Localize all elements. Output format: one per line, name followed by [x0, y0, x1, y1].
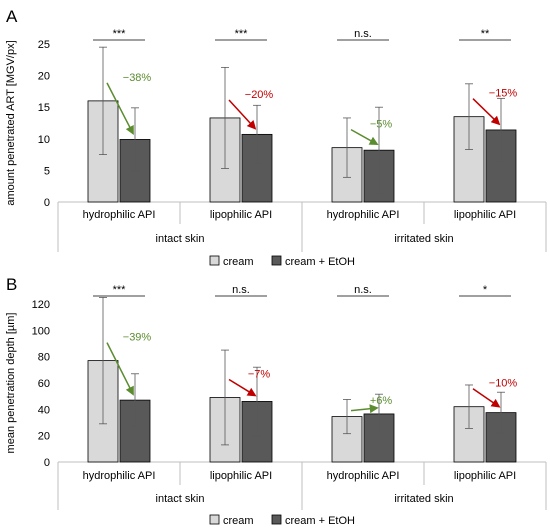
panel-a-group-label: intact skin [156, 233, 205, 245]
panel-b-ytick-label: 100 [32, 325, 50, 337]
panel-a-y-axis-label: amount penetrated ART [MGV/px] [5, 40, 17, 205]
panel-b-category-label: lipophilic API [454, 470, 516, 482]
panel-b-bar-cream [331, 416, 363, 463]
panel-b-ytick-label: 20 [38, 431, 50, 443]
panel-b-change-label: −39% [123, 332, 152, 344]
panel-a-change-arrow [106, 82, 134, 136]
panel-a-change-label: −20% [245, 89, 274, 101]
panel-b-group-label: intact skin [156, 493, 205, 505]
panel-b-chart: 0 20 40 60 80 100 120 mean penetration depth [µ… [5, 284, 547, 527]
panel-b-significance-label: * [483, 284, 488, 296]
panel-b-category-label: lipophilic API [210, 470, 272, 482]
panel-b-category-label: hydrophilic API [83, 470, 156, 482]
panel-a-change-arrow [350, 128, 379, 146]
panel-a-change-label: −5% [370, 119, 393, 131]
panel-a-legend-swatch [271, 255, 282, 266]
panel-a-change-label: −15% [489, 88, 518, 100]
panel-b-ytick-label: 0 [44, 457, 50, 469]
panel-b-change-label: −7% [248, 368, 271, 380]
panel-a-ytick-label: 15 [38, 102, 50, 114]
panel-b-change-arrow [228, 378, 257, 397]
panel-b-change-arrow [106, 342, 134, 396]
panel-a-legend-label: cream [223, 256, 254, 268]
panel-b-category-label: hydrophilic API [327, 470, 400, 482]
panel-b-change-arrow [350, 404, 379, 414]
panel-a-significance-label: n.s. [354, 28, 372, 40]
panel-a-change-arrow [228, 99, 257, 130]
panel-a-change-label: −38% [123, 72, 152, 84]
panel-a-ytick-label: 5 [44, 165, 50, 177]
panel-a-significance-label: ** [481, 28, 490, 40]
panel-a-ytick-label: 0 [44, 197, 50, 209]
panel-a-letter: A [6, 7, 18, 26]
panel-a-category-label: lipophilic API [454, 209, 516, 221]
panel-a-category-label: hydrophilic API [83, 209, 156, 221]
panel-b-change-arrow [472, 388, 501, 408]
panel-a-ytick-label: 20 [38, 71, 50, 83]
panel-a-category-label: hydrophilic API [327, 209, 400, 221]
panel-b-significance-label: *** [113, 284, 127, 296]
panel-a-legend-swatch [209, 255, 220, 266]
panel-a-significance-label: *** [235, 28, 249, 40]
panel-b-legend-label: cream [223, 515, 254, 527]
panel-a-ytick-label: 25 [38, 39, 50, 51]
panel-a-legend-label: cream + EtOH [285, 256, 355, 268]
panel-b-ytick-label: 80 [38, 352, 50, 364]
panel-a-chart: 0 5 10 15 20 25 amount penetrated ART [MGV/px]… [5, 28, 547, 268]
panel-a-ytick-label: 10 [38, 134, 50, 146]
panel-b-legend-label: cream + EtOH [285, 515, 355, 527]
panel-b-y-axis-label: mean penetration depth [µm] [5, 313, 17, 454]
panel-a-group-label: irritated skin [394, 233, 453, 245]
panel-a-change-arrow [472, 98, 501, 126]
panel-b-legend-swatch [271, 514, 282, 525]
panel-b-ytick-label: 60 [38, 378, 50, 390]
panel-b-significance-label: n.s. [232, 284, 250, 296]
panel-a-category-label: lipophilic API [210, 209, 272, 221]
panel-b-ytick-label: 120 [32, 299, 50, 311]
panel-b-ytick-label: 40 [38, 404, 50, 416]
panel-b-change-label: +6% [370, 395, 393, 407]
panel-a-significance-label: *** [113, 28, 127, 40]
panel-b-group-label: irritated skin [394, 493, 453, 505]
panel-b-letter: B [6, 275, 17, 294]
panel-b-legend-swatch [209, 514, 220, 525]
panel-b-significance-label: n.s. [354, 284, 372, 296]
panel-b-change-label: −10% [489, 378, 518, 390]
